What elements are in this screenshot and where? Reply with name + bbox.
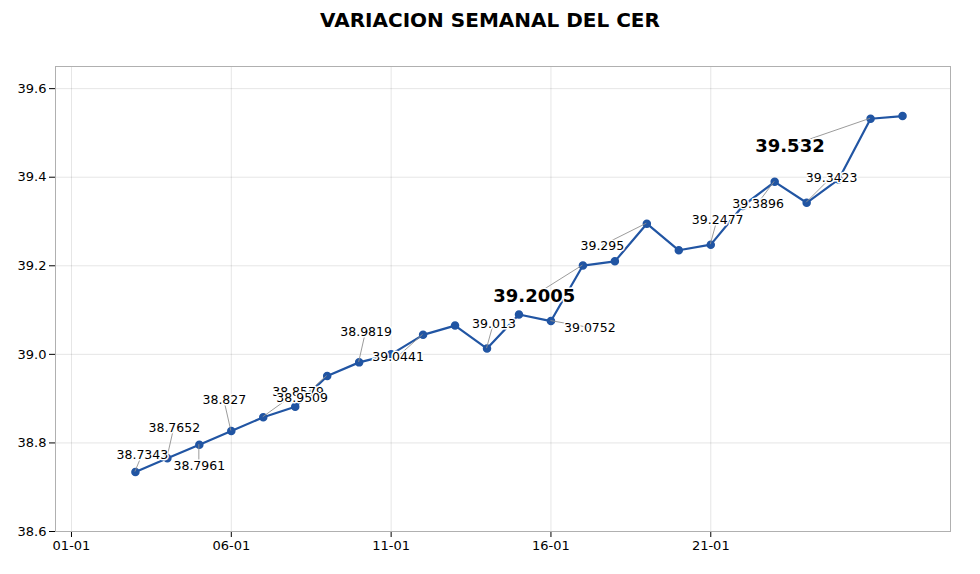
svg-text:39.6: 39.6 [18, 81, 47, 96]
svg-text:01-01: 01-01 [53, 538, 91, 553]
svg-text:06-01: 06-01 [212, 538, 250, 553]
svg-text:39.0: 39.0 [18, 347, 47, 362]
svg-text:39.2: 39.2 [18, 258, 47, 273]
html-text:VARIACION SEMANAL DEL CER: VARIACION SEMANAL DEL CER [320, 8, 660, 32]
svg-text:38.6: 38.6 [18, 524, 47, 539]
svg-text:38.7652: 38.7652 [148, 420, 200, 435]
svg-text:38.8: 38.8 [18, 435, 47, 450]
svg-text:38.9819: 38.9819 [340, 324, 392, 339]
svg-text:16-01: 16-01 [532, 538, 570, 553]
svg-text:39.3423: 39.3423 [806, 170, 858, 185]
svg-text:39.295: 39.295 [580, 238, 624, 253]
svg-text:38.9509: 38.9509 [276, 390, 328, 405]
svg-text:39.2477: 39.2477 [692, 212, 744, 227]
svg-text:38.7343: 38.7343 [117, 447, 169, 462]
svg-text:39.0752: 39.0752 [564, 320, 616, 335]
svg-text:39.3896: 39.3896 [732, 196, 784, 211]
svg-text:39.0441: 39.0441 [372, 349, 424, 364]
svg-text:39.532: 39.532 [755, 135, 824, 156]
svg-text:39.4: 39.4 [18, 169, 47, 184]
svg-text:21-01: 21-01 [692, 538, 730, 553]
svg-text:38.827: 38.827 [202, 392, 246, 407]
svg-text:39.2005: 39.2005 [493, 285, 575, 306]
svg-text:39.013: 39.013 [472, 316, 516, 331]
svg-text:38.7961: 38.7961 [173, 458, 225, 473]
svg-text:11-01: 11-01 [372, 538, 410, 553]
